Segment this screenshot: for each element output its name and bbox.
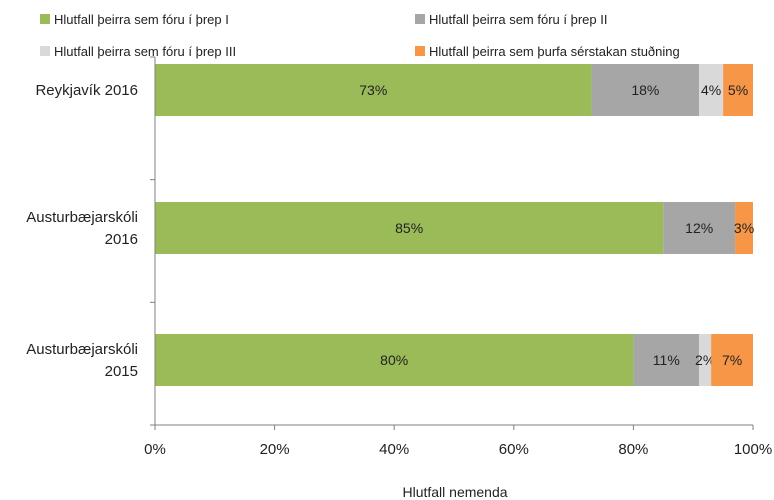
legend-swatch bbox=[415, 46, 425, 56]
x-tick-label: 60% bbox=[499, 441, 529, 458]
bar-segment bbox=[699, 334, 712, 386]
category-label: Austurbæjarskóli bbox=[26, 341, 138, 358]
bar-segment bbox=[699, 64, 724, 116]
legend: Hlutfall þeirra sem fóru í þrep I Hlutfal… bbox=[40, 12, 680, 59]
x-tick-label: 0% bbox=[144, 441, 166, 458]
x-tick-label: 80% bbox=[618, 441, 648, 458]
bar-segment bbox=[155, 334, 634, 386]
x-tick-label: 100% bbox=[734, 441, 772, 458]
x-tick-label: 20% bbox=[260, 441, 290, 458]
legend-swatch bbox=[40, 46, 50, 56]
bars: 73% 18% 4% 5% Reykjavík 2016 85% 12% 3% Austurbæ… bbox=[26, 64, 754, 386]
data-label: 4% bbox=[701, 82, 721, 98]
legend-swatch bbox=[40, 14, 50, 24]
category-label: Reykjavík 2016 bbox=[35, 82, 138, 99]
bar-segment bbox=[633, 334, 700, 386]
data-label: 80% bbox=[380, 352, 408, 368]
legend-label: Hlutfall þeirra sem fóru í þrep III bbox=[54, 44, 236, 59]
category-label: 2016 bbox=[105, 231, 138, 248]
legend-label: Hlutfall þeirra sem fóru í þrep I bbox=[54, 12, 229, 27]
data-label: 3% bbox=[734, 220, 754, 236]
data-label: 12% bbox=[685, 220, 713, 236]
data-label: 2% bbox=[695, 352, 715, 368]
bar-segment bbox=[155, 64, 592, 116]
bar-segment bbox=[711, 334, 753, 386]
legend-label: Hlutfall þeirra sem þurfa sérstakan stuð… bbox=[429, 44, 680, 59]
category-label: Austurbæjarskóli bbox=[26, 209, 138, 226]
data-label: 11% bbox=[653, 352, 680, 368]
x-axis-title: Hlutfall nemenda bbox=[402, 484, 507, 500]
data-label: 7% bbox=[722, 352, 742, 368]
data-label: 5% bbox=[728, 82, 748, 98]
data-label: 73% bbox=[359, 82, 387, 98]
x-tick-label: 40% bbox=[379, 441, 409, 458]
axes: 0% 20% 40% 60% 80% 100% bbox=[144, 56, 772, 458]
data-label: 85% bbox=[395, 220, 423, 236]
data-label: 18% bbox=[631, 82, 659, 98]
bar-segment bbox=[663, 202, 736, 254]
bar-segment bbox=[723, 64, 753, 116]
bar-segment bbox=[591, 64, 700, 116]
legend-swatch bbox=[415, 14, 425, 24]
category-label: 2015 bbox=[105, 363, 138, 380]
legend-label: Hlutfall þeirra sem fóru í þrep II bbox=[429, 12, 607, 27]
bar-segment bbox=[155, 202, 664, 254]
bar-segment bbox=[735, 202, 753, 254]
